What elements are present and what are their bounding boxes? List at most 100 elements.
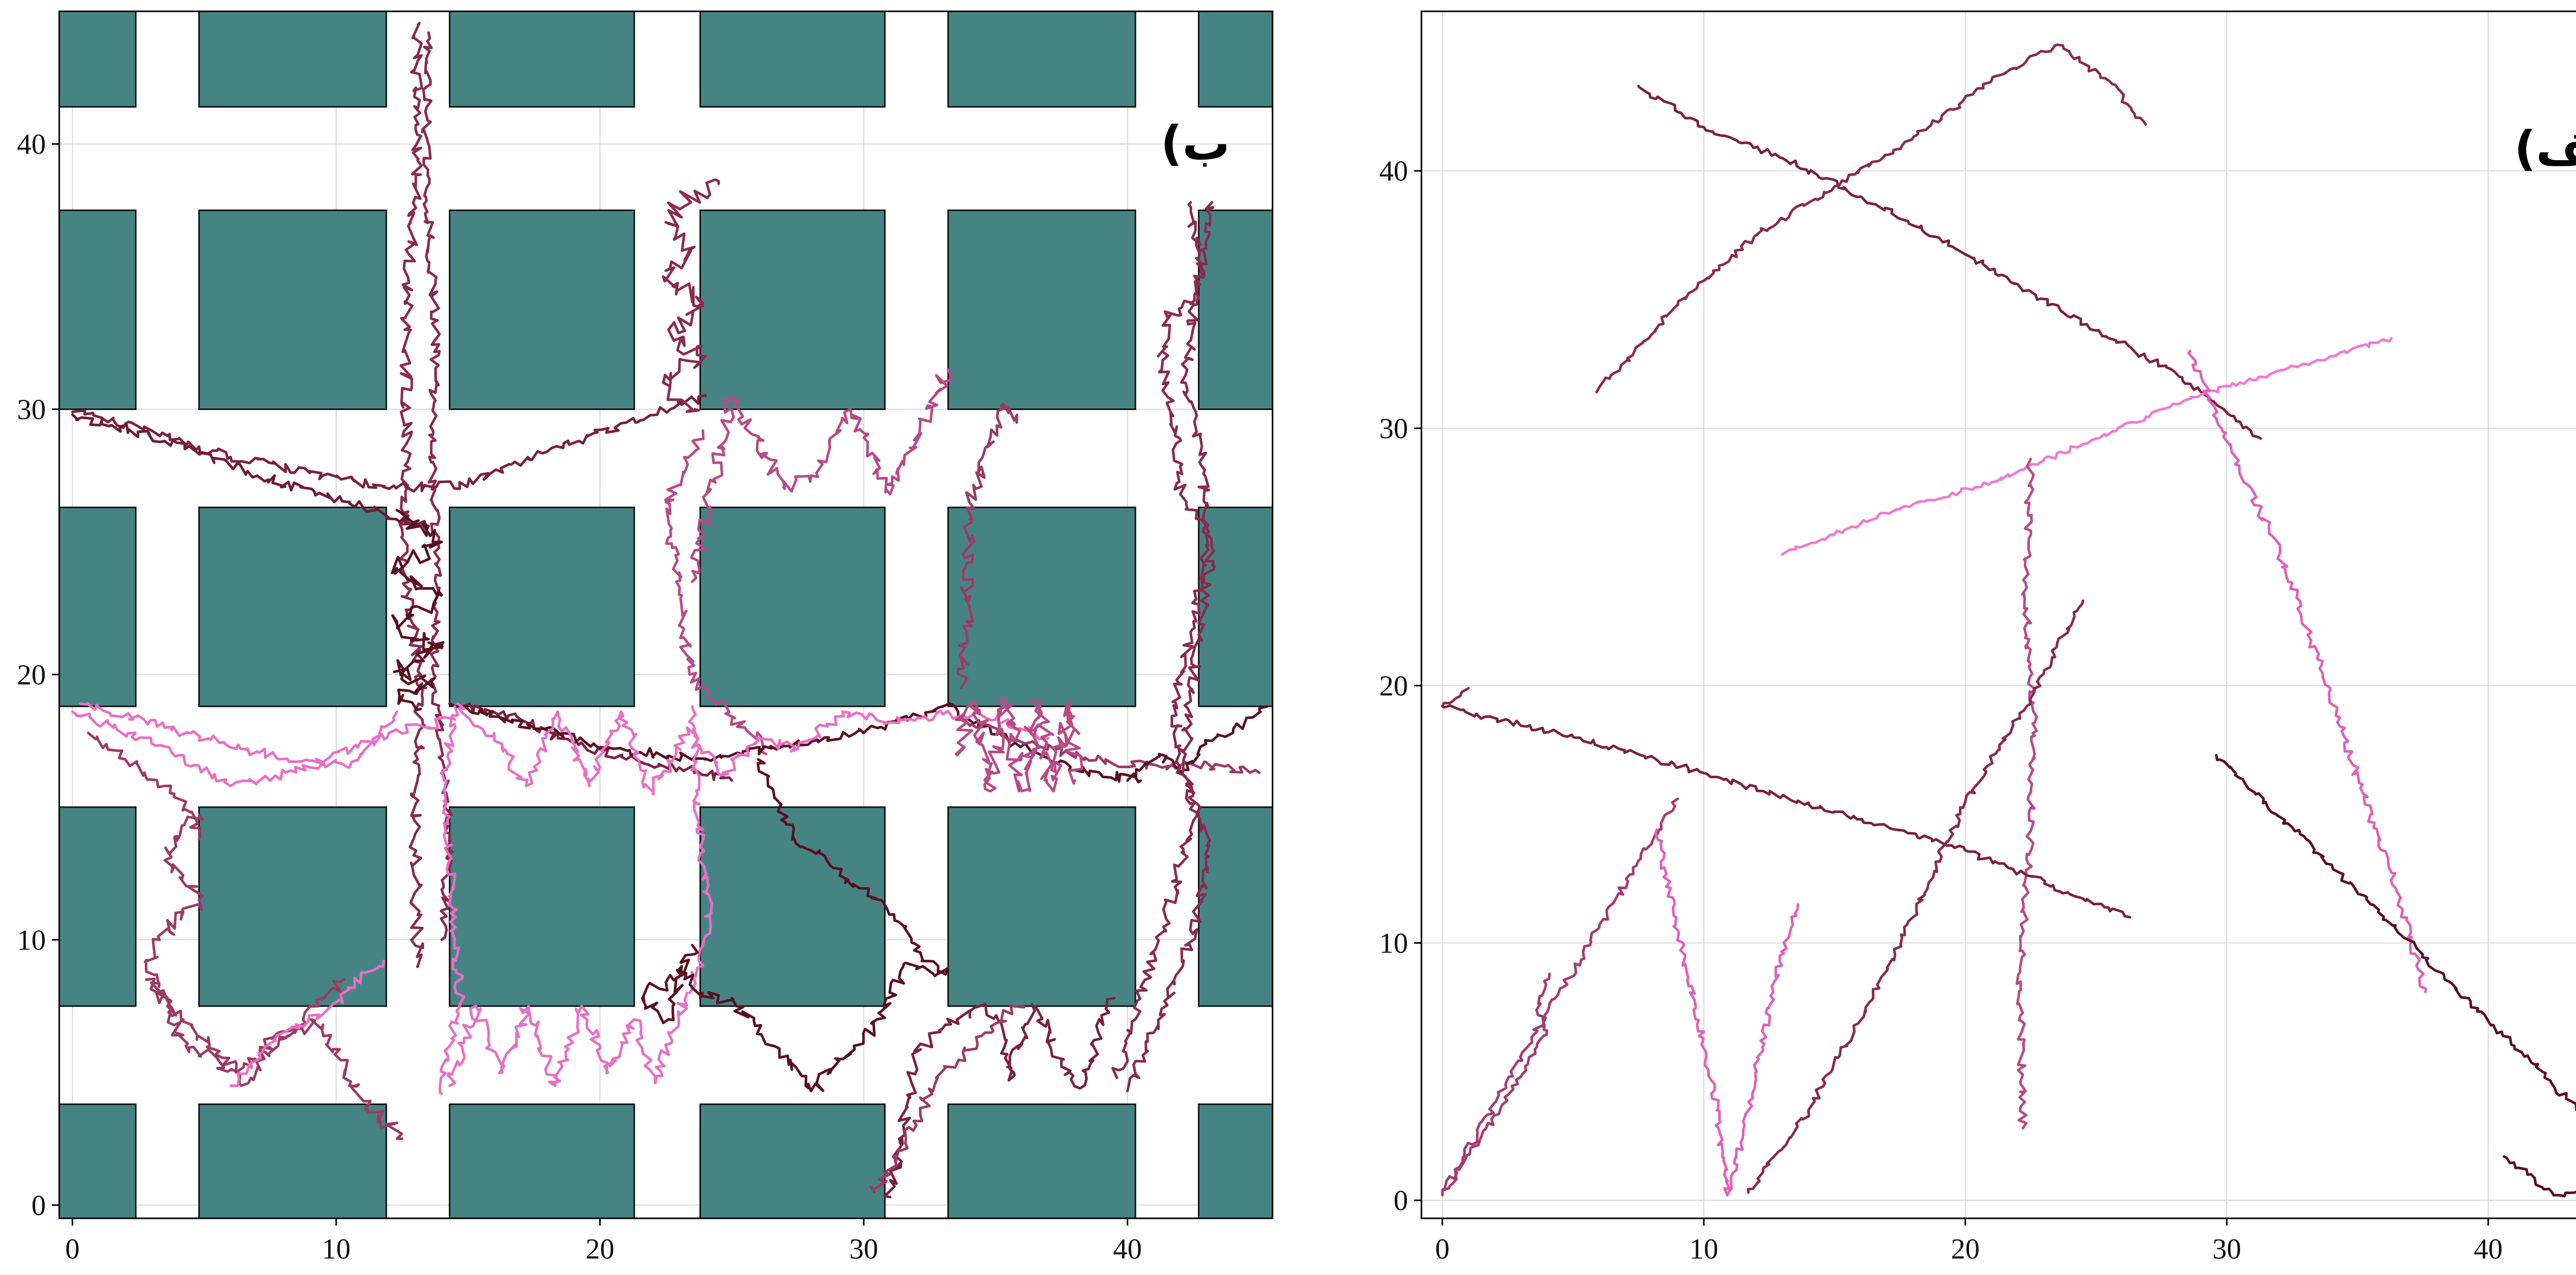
trajectory-line (688, 705, 714, 994)
trajectory-line (1443, 797, 1679, 1192)
obstacle-block (449, 806, 635, 1007)
y-tick-label: 10 (17, 924, 46, 956)
x-tick-label: 30 (2212, 1233, 2241, 1265)
y-tick-label: 40 (17, 128, 46, 160)
x-tick-label: 0 (65, 1233, 80, 1265)
y-tick-label: 40 (1379, 156, 1408, 188)
trajectory-line (662, 178, 720, 413)
obstacle-block (947, 209, 1137, 410)
obstacle-block (198, 209, 387, 410)
obstacle-block (449, 11, 635, 108)
obstacle-block (699, 506, 886, 707)
y-tick-label: 10 (1379, 927, 1408, 959)
trajectory-line (1441, 704, 2131, 919)
trajectory-line (884, 997, 1116, 1199)
panel-left-chart: 0 10 20 30 40 0 10 20 30 40 ب) (17, 10, 1274, 1265)
trajectory-line (438, 705, 466, 1095)
trajectory-line (144, 813, 403, 1140)
obstacle-block (59, 806, 137, 1007)
obstacle-block (947, 506, 1137, 707)
trajectory-line (690, 368, 954, 583)
trajectory-line (398, 22, 427, 968)
trajectory-line (955, 697, 1083, 793)
trajectory-line (1126, 201, 1214, 1093)
trajectory-line (1111, 201, 1216, 1079)
obstacle-block (449, 209, 635, 410)
obstacle-block (198, 506, 387, 707)
trajectory-line (145, 977, 346, 1074)
panel-right-chart: 0 10 20 30 40 0 10 20 30 40 الف) (1379, 10, 2576, 1265)
x-tick-label: 10 (1689, 1233, 1718, 1265)
obstacle-block (699, 1103, 886, 1218)
trajectory-line (446, 991, 688, 1087)
plot-area (1441, 43, 2576, 1198)
y-tick-label: 30 (17, 394, 46, 426)
trajectory-line (664, 429, 768, 756)
y-tick-label: 20 (1379, 670, 1408, 702)
trajectory-line (79, 702, 398, 769)
obstacle-block (59, 506, 137, 707)
x-tick-label: 40 (1113, 1233, 1142, 1265)
obstacle-block (1198, 1103, 1273, 1218)
obstacle-block (59, 1103, 137, 1218)
trajectory-line (448, 702, 1142, 784)
trajectory-line (456, 702, 1050, 795)
obstacle-block (198, 806, 387, 1007)
obstacle-block (59, 11, 137, 108)
trajectory-line (71, 413, 430, 530)
obstacle-block (449, 506, 635, 707)
trajectory-line (756, 758, 947, 976)
y-tick-label: 0 (1394, 1185, 1408, 1217)
trajectory-line (2215, 754, 2576, 1198)
trajectory-line (87, 732, 201, 841)
trajectory-line (229, 960, 385, 1087)
obstacle-block (947, 806, 1137, 1007)
trajectory-line (71, 710, 456, 788)
obstacle-block (947, 11, 1137, 108)
trajectory-line (2015, 457, 2038, 1130)
trajectory-line (640, 944, 949, 1093)
grid-lines (1421, 11, 2576, 1218)
obstacle-block (699, 11, 886, 108)
y-tick-label: 30 (1379, 413, 1408, 445)
x-tick-label: 30 (849, 1233, 878, 1265)
trajectory-line (461, 702, 733, 782)
x-tick-label: 20 (1951, 1233, 1980, 1265)
trajectory-line (955, 717, 1261, 774)
trajectory-line (1781, 337, 2393, 556)
obstacle-block (449, 1103, 635, 1218)
y-tick-label: 0 (31, 1189, 46, 1221)
axes: 0 10 20 30 40 0 10 20 30 40 (17, 128, 1142, 1265)
obstacle-block (947, 1103, 1137, 1218)
trajectory-line (1441, 687, 1470, 708)
x-tick-label: 10 (322, 1233, 351, 1265)
trajectory-line (1441, 972, 1551, 1197)
panel-label: الف) (2514, 121, 2576, 176)
obstacle-block (198, 1103, 387, 1218)
trajectory-line (957, 402, 1019, 689)
obstacle-block (1198, 806, 1273, 1007)
panel-label: ب) (1161, 116, 1230, 171)
obstacle-block (1198, 11, 1273, 108)
trajectory-line (2187, 349, 2428, 993)
trajectory-line (71, 394, 707, 493)
trajectory-line (1747, 599, 2084, 1194)
trajectory-line (1595, 43, 2147, 394)
obstacle-block (59, 209, 137, 410)
obstacle-block (699, 209, 886, 410)
x-tick-label: 40 (2474, 1233, 2503, 1265)
axes: 0 10 20 30 40 0 10 20 30 40 (1379, 156, 2503, 1265)
x-tick-label: 0 (1435, 1233, 1450, 1265)
trajectory-line (1654, 828, 1800, 1197)
trajectory-line (869, 1005, 1026, 1193)
trajectory-line (391, 508, 445, 711)
trajectory-line (1637, 84, 2262, 440)
plot-frame (1420, 10, 2576, 1219)
x-tick-label: 20 (586, 1233, 615, 1265)
obstacle-block (1198, 209, 1273, 410)
plot-area (59, 11, 1273, 1218)
obstacle-block (198, 11, 387, 108)
trajectory-line (1126, 705, 1269, 782)
plot-frame (58, 10, 1274, 1219)
